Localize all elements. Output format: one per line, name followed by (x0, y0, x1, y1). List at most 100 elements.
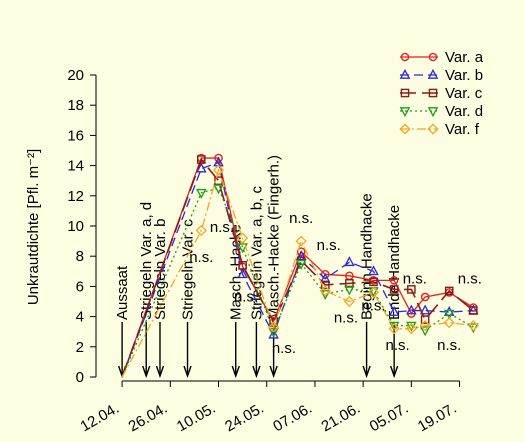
legend-label: Var. a (445, 49, 484, 66)
y-tick-label: 2 (76, 339, 84, 356)
event-arrowhead (155, 365, 165, 379)
event-arrowhead (362, 365, 371, 379)
event-arrowhead (252, 365, 261, 379)
ns-annotation: n.s. (361, 298, 385, 315)
legend-label: Var. f (445, 121, 480, 138)
data-point (268, 328, 279, 339)
data-point (267, 321, 280, 333)
data-point (388, 323, 400, 335)
data-point (343, 295, 355, 308)
data-point (443, 309, 455, 320)
ns-annotation: n.s. (234, 289, 258, 306)
data-point (344, 285, 355, 296)
data-point (420, 315, 430, 324)
data-point (399, 123, 411, 135)
data-point (467, 320, 479, 332)
data-point (319, 285, 331, 297)
data-point (368, 265, 379, 276)
series-var-f (121, 164, 479, 378)
event-label: Striegeln Var. c (180, 219, 197, 320)
event-label: Masch.-Hacke (Fingerh.) (266, 155, 283, 320)
data-point (345, 279, 354, 288)
data-point (212, 164, 225, 176)
data-point (319, 290, 331, 301)
data-point (469, 306, 478, 315)
data-point (420, 292, 430, 302)
data-point (399, 107, 411, 118)
event-label: Aussaat (114, 265, 131, 320)
legend-label: Var. d (445, 103, 483, 120)
y-tick-label: 10 (67, 218, 84, 235)
y-tick-label: 18 (67, 97, 84, 114)
data-point (369, 277, 378, 287)
y-axis-label: Unkrautdichte [Pfl. m⁻²] (25, 149, 42, 305)
data-point (237, 268, 248, 279)
data-point (400, 88, 410, 98)
ns-annotation: n.s. (317, 237, 341, 254)
data-point (237, 243, 248, 254)
data-point (367, 286, 380, 299)
event-label: Striegeln Var. a, d (138, 202, 155, 320)
data-point (389, 276, 399, 285)
ns-annotation: n.s. (458, 270, 482, 287)
data-point (399, 68, 411, 79)
event-label: Ende Handhacke (386, 205, 403, 320)
data-point (295, 259, 307, 270)
event-arrowhead (142, 365, 151, 379)
y-tick-label: 4 (76, 309, 84, 326)
y-tick-label: 12 (67, 188, 84, 205)
event-arrowhead (231, 365, 240, 379)
data-point (389, 285, 399, 294)
data-point (238, 260, 247, 270)
y-tick-label: 8 (76, 248, 84, 265)
ns-annotation: n.s. (189, 249, 213, 266)
data-point (443, 317, 455, 329)
data-point (444, 286, 454, 296)
ns-annotation: n.s. (210, 219, 234, 236)
ns-annotation: n.s. (334, 310, 358, 327)
data-point (400, 52, 410, 62)
data-point (428, 88, 438, 98)
significance-labels: n.s.n.s.n.s.n.s.n.s.n.s.n.s.n.s.n.s.n.s.… (189, 210, 482, 357)
legend-label: Var. b (445, 67, 483, 84)
data-point (427, 107, 439, 118)
data-point (196, 162, 207, 173)
data-point (196, 188, 207, 199)
data-point (295, 235, 307, 247)
data-point (427, 68, 439, 79)
data-point (443, 305, 455, 316)
ns-annotation: n.s. (272, 340, 296, 357)
y-tick-label: 16 (67, 127, 84, 144)
ns-annotation: n.s. (437, 337, 461, 354)
event-label: Striegeln Var. a, b, c (248, 186, 265, 320)
data-point (405, 323, 417, 335)
data-point (319, 272, 331, 283)
data-point (237, 232, 249, 244)
ns-annotation: n.s. (385, 337, 409, 354)
data-point (419, 320, 431, 332)
data-point (419, 326, 431, 337)
event-arrowhead (183, 365, 192, 379)
data-point (213, 184, 224, 195)
ns-annotation: n.s. (289, 210, 313, 227)
data-point (296, 247, 306, 256)
data-point (295, 250, 307, 261)
y-tick-label: 6 (76, 278, 84, 295)
data-point (419, 304, 431, 315)
event-arrowhead (389, 365, 399, 379)
series-lines (121, 153, 479, 378)
event-arrowhead (269, 365, 278, 379)
data-point (214, 153, 223, 163)
series-line (121, 187, 474, 378)
data-point (407, 285, 416, 294)
data-point (427, 123, 439, 135)
data-point (197, 155, 206, 164)
y-tick-label: 14 (67, 158, 84, 175)
data-point (388, 305, 400, 316)
y-tick-label: 20 (67, 67, 84, 84)
data-point (320, 270, 330, 279)
series-var-d (121, 184, 479, 378)
